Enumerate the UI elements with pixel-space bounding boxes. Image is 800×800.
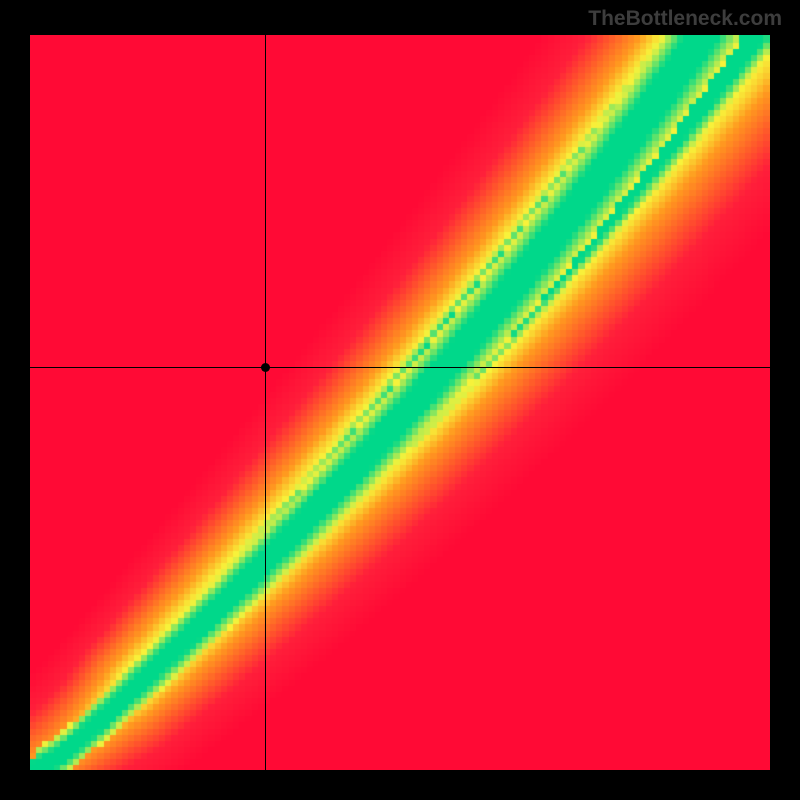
watermark-text: TheBottleneck.com — [588, 7, 782, 31]
crosshair-vertical — [265, 35, 266, 770]
crosshair-marker — [261, 363, 270, 372]
crosshair-horizontal — [30, 367, 770, 368]
heatmap-canvas — [30, 35, 770, 770]
plot-area — [30, 35, 770, 770]
chart-container: TheBottleneck.com — [0, 0, 800, 800]
